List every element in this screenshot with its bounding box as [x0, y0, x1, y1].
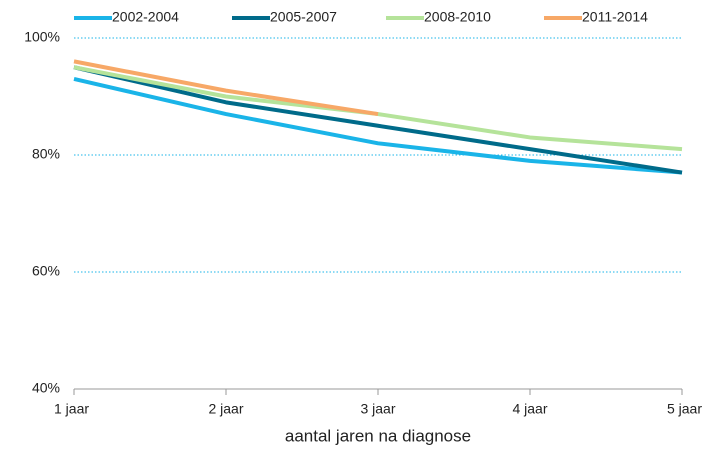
x-tick-label: 1 jaar — [54, 401, 89, 417]
y-tick-label: 60% — [32, 263, 60, 279]
y-tick-label: 80% — [32, 146, 60, 162]
x-tick-label: 4 jaar — [512, 401, 547, 417]
legend-label: 2005-2007 — [270, 9, 337, 25]
y-tick-label: 100% — [24, 29, 60, 45]
x-tick-label: 2 jaar — [208, 401, 243, 417]
series-line — [73, 65, 683, 175]
legend-label: 2008-2010 — [424, 9, 491, 25]
legend-label: 2002-2004 — [112, 9, 179, 25]
x-axis-label: aantal jaren na diagnose — [285, 426, 471, 445]
legend-label: 2011-2014 — [582, 9, 648, 25]
x-tick-label: 3 jaar — [360, 401, 395, 417]
series-line — [73, 59, 379, 117]
y-tick-label: 40% — [32, 380, 60, 396]
series-line — [73, 77, 683, 175]
x-tick-label: 5 jaar — [667, 401, 702, 417]
